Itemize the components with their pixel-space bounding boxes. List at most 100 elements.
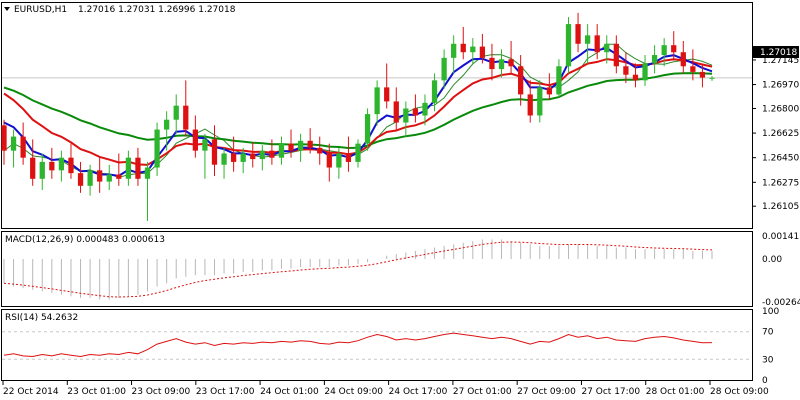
candle-body bbox=[297, 140, 304, 151]
candle-body bbox=[690, 66, 696, 72]
price-tick-label: 1.26800 bbox=[762, 104, 799, 114]
candle-body bbox=[604, 43, 610, 53]
rsi-title: RSI(14) 54.2632 bbox=[5, 313, 78, 323]
candle-body bbox=[1, 125, 7, 151]
candle-body bbox=[613, 43, 619, 67]
macd-tick-label: -0.002645 bbox=[762, 298, 800, 308]
candle-body bbox=[326, 153, 332, 168]
candle-body bbox=[345, 153, 352, 162]
x-tick-label: 24 Oct 01:00 bbox=[260, 387, 319, 397]
candle-body bbox=[699, 71, 706, 78]
candle-body bbox=[546, 87, 552, 95]
candle-body bbox=[451, 43, 457, 58]
candle-body bbox=[632, 74, 639, 81]
rsi-line bbox=[3, 332, 713, 358]
candle-body bbox=[537, 87, 543, 116]
candle-body bbox=[202, 139, 208, 151]
rsi-tick-label: 100 bbox=[762, 307, 779, 317]
candle-body bbox=[269, 150, 275, 158]
candle-body bbox=[671, 45, 677, 53]
candle-body bbox=[250, 153, 256, 160]
candle-body bbox=[317, 147, 323, 154]
candle-body bbox=[39, 161, 45, 179]
x-tick-label: 28 Oct 09:00 bbox=[710, 387, 769, 397]
candle-body bbox=[623, 66, 629, 75]
candle-body bbox=[508, 59, 514, 67]
candle-body bbox=[221, 153, 227, 165]
candle-body bbox=[10, 136, 17, 151]
candle-body bbox=[594, 35, 600, 53]
candle-body bbox=[364, 114, 371, 144]
price-tick-label: 1.26275 bbox=[762, 178, 799, 188]
candle-body bbox=[58, 157, 65, 171]
x-tick-label: 28 Oct 01:00 bbox=[646, 387, 705, 397]
macd-title: MACD(12,26,9) 0.000483 0.000613 bbox=[5, 235, 165, 245]
ohlc-readout: 1.27016 1.27031 1.26996 1.27018 bbox=[78, 5, 236, 15]
candle-body bbox=[412, 108, 419, 116]
candle-body bbox=[173, 105, 179, 120]
candle-body bbox=[135, 157, 141, 179]
candle-body bbox=[575, 24, 581, 44]
rsi-panel-frame bbox=[1, 309, 753, 381]
candle-body bbox=[460, 43, 466, 53]
macd-signal-line bbox=[3, 241, 713, 298]
candle-body bbox=[154, 129, 160, 168]
macd-tick-label: 0.00 bbox=[762, 255, 782, 265]
axes-labels: 1.27145 1.26970 1.26800 1.26625 1.26450 1.262… bbox=[2, 56, 800, 397]
candle-body bbox=[68, 157, 74, 174]
candle-body bbox=[709, 77, 715, 79]
price-tick-label: 1.26625 bbox=[762, 129, 799, 139]
candle-body bbox=[230, 153, 237, 162]
macd-panel-frame bbox=[1, 231, 753, 307]
candle-body bbox=[240, 153, 246, 162]
candle-body bbox=[106, 174, 112, 182]
candle-body bbox=[661, 45, 667, 56]
candle-body bbox=[441, 57, 447, 81]
macd-indicator bbox=[3, 239, 713, 300]
candle-body bbox=[336, 153, 342, 168]
candle-body bbox=[403, 108, 409, 123]
price-tick-label: 1.26970 bbox=[762, 81, 799, 91]
candle-body bbox=[144, 167, 151, 179]
x-tick-label: 24 Oct 17:00 bbox=[389, 387, 448, 397]
candle-body bbox=[164, 119, 170, 130]
price-tick-label: 1.26450 bbox=[762, 154, 799, 164]
candle-body bbox=[498, 59, 505, 70]
current-price-tag bbox=[753, 46, 799, 58]
candle-body bbox=[431, 80, 438, 103]
rsi-tick-label: 70 bbox=[762, 328, 774, 338]
candle-body bbox=[470, 46, 476, 53]
candle-body bbox=[584, 35, 591, 44]
candle-body bbox=[374, 87, 380, 115]
price-tick-label: 1.26105 bbox=[762, 202, 799, 212]
candle-body bbox=[518, 66, 524, 95]
candlestick-series bbox=[1, 12, 715, 221]
macd-tick-label: 0.001413 bbox=[762, 232, 800, 242]
candle-body bbox=[651, 55, 658, 64]
x-tick-label: 27 Oct 01:00 bbox=[453, 387, 512, 397]
candle-body bbox=[183, 105, 189, 130]
rsi-tick-label: 0 bbox=[762, 376, 768, 386]
candle-body bbox=[278, 143, 285, 158]
candle-body bbox=[77, 173, 84, 186]
x-tick-label: 23 Oct 09:00 bbox=[132, 387, 191, 397]
x-tick-label: 23 Oct 01:00 bbox=[67, 387, 126, 397]
symbol-title: EURUSD,H1 bbox=[14, 5, 67, 15]
candle-body bbox=[20, 136, 26, 158]
candle-body bbox=[393, 101, 399, 123]
x-tick-label: 27 Oct 17:00 bbox=[581, 387, 640, 397]
price-tick-label: 1.27145 bbox=[762, 56, 799, 66]
rsi-tick-label: 30 bbox=[762, 355, 774, 365]
x-tick-label: 24 Oct 09:00 bbox=[324, 387, 383, 397]
candle-body bbox=[422, 102, 428, 116]
candle-body bbox=[556, 66, 562, 95]
current-price-label: 1.27018 bbox=[760, 48, 797, 58]
candle-body bbox=[680, 52, 686, 67]
candle-body bbox=[384, 87, 390, 102]
candle-body bbox=[116, 174, 122, 179]
candle-body bbox=[211, 139, 218, 165]
x-tick-label: 27 Oct 09:00 bbox=[517, 387, 576, 397]
symbol-dropdown-icon[interactable] bbox=[4, 7, 10, 11]
candle-body bbox=[259, 150, 265, 160]
